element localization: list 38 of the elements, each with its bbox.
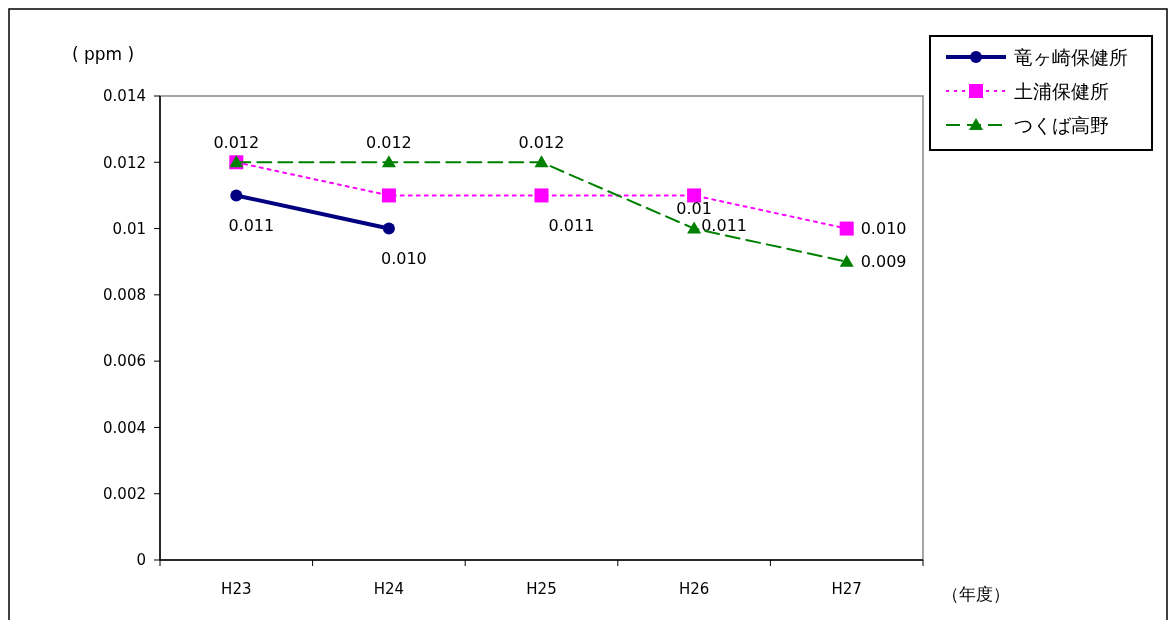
legend-label: つくば高野: [1014, 113, 1109, 136]
point: [839, 254, 854, 267]
point: [382, 222, 395, 235]
x-tick-label: H25: [526, 580, 557, 598]
x-tick-label: H23: [221, 580, 252, 598]
legend-label: 竜ヶ崎保健所: [1014, 45, 1128, 68]
point: [534, 155, 549, 168]
point: [687, 188, 702, 203]
point: [839, 221, 854, 236]
data-label: 0.01: [676, 199, 712, 219]
data-label: 0.011: [701, 216, 748, 236]
point: [230, 189, 243, 202]
y-tick-label: 0.004: [103, 418, 146, 437]
y-tick-label: 0.002: [103, 484, 146, 503]
data-label: 0.011: [228, 216, 275, 236]
x-axis-title: （年度）: [942, 584, 1010, 604]
y-tick-label: 0.008: [103, 286, 146, 305]
data-label: 0.010: [860, 219, 907, 239]
x-tick-label: H26: [678, 580, 710, 598]
y-tick-label: 0: [136, 551, 146, 570]
y-tick-label: 0.006: [103, 352, 146, 371]
point: [381, 188, 396, 203]
x-tick-label: H27: [831, 580, 862, 598]
point: [534, 188, 549, 203]
legend-label: 土浦保健所: [1014, 79, 1109, 102]
data-label: 0.012: [518, 132, 565, 152]
y-tick-label: 0.014: [103, 87, 146, 106]
x-tick-label: H24: [373, 580, 405, 598]
data-label: 0.012: [213, 132, 260, 152]
point: [687, 221, 702, 234]
y-tick-label: 0.012: [103, 153, 146, 172]
data-label: 0.010: [380, 249, 427, 269]
y-axis-title: ( ppm ): [71, 44, 135, 64]
data-label: 0.012: [365, 132, 412, 152]
y-tick-label: 0.01: [112, 219, 146, 238]
point: [381, 155, 396, 168]
data-label: 0.009: [860, 252, 907, 272]
data-label: 0.011: [548, 216, 595, 236]
